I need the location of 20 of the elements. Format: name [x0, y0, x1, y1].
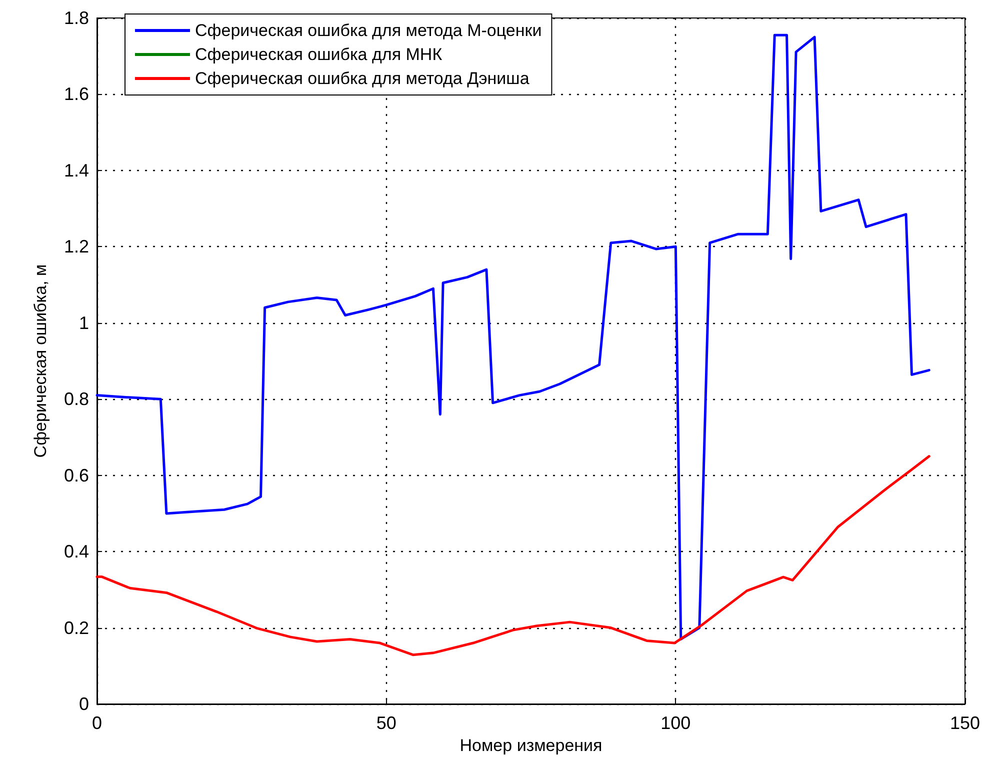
legend-label: Сферическая ошибка для МНК: [195, 45, 442, 64]
y-tick-label: 1.4: [64, 160, 89, 180]
x-tick-label: 50: [376, 713, 396, 733]
x-tick-label: 100: [660, 713, 691, 733]
y-tick-label: 0.8: [64, 389, 89, 410]
y-tick-label: 0: [78, 694, 89, 714]
legend-label: Сферическая ошибка для метода М-оценки: [195, 21, 542, 40]
y-tick-label: 0.2: [64, 618, 89, 638]
y-tick-label: 1.8: [64, 8, 89, 28]
y-axis-title: Сферическая ошибка, м: [31, 264, 50, 458]
y-tick-label: 1.2: [64, 236, 89, 257]
y-tick-label: 1: [78, 312, 89, 333]
y-tick-label: 0.6: [64, 465, 89, 486]
y-tick-label: 1.6: [64, 84, 89, 104]
line-series: [96, 455, 930, 656]
legend-label: Сферическая ошибка для метода Дэниша: [195, 69, 530, 88]
x-axis-title: Номер измерения: [460, 736, 602, 755]
x-tick-label: 150: [950, 713, 980, 733]
x-tick-label: 0: [92, 713, 102, 733]
y-tick-label: 0.4: [64, 542, 89, 562]
